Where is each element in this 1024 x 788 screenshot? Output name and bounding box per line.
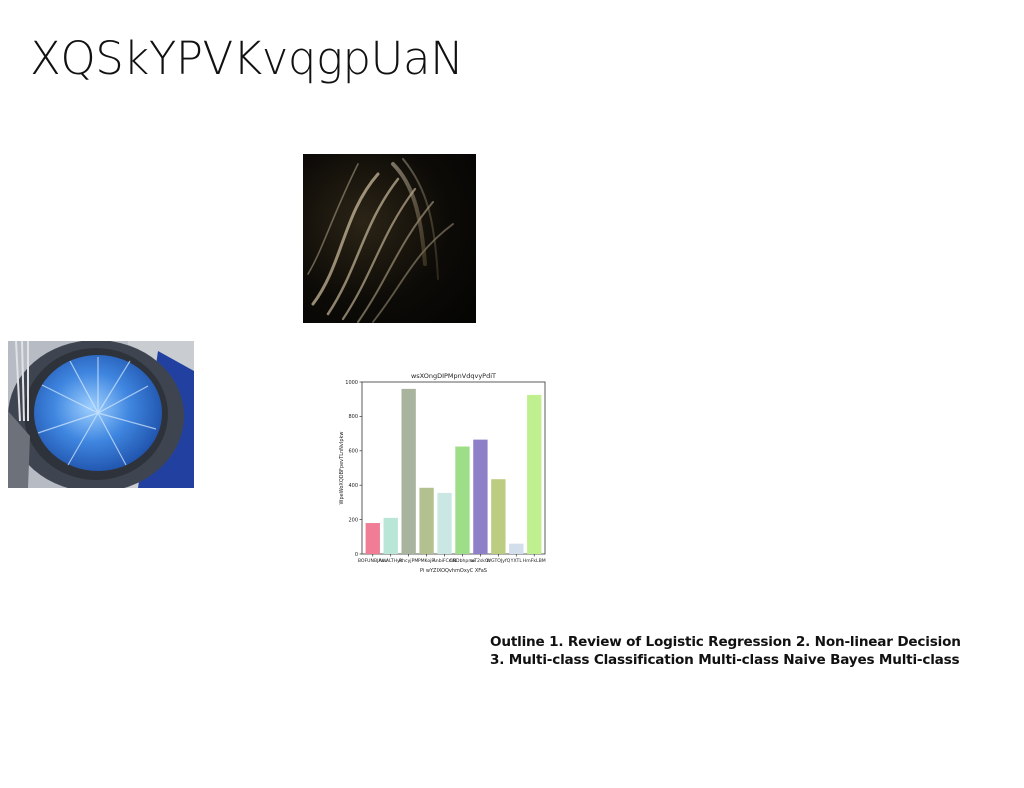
bar-WGTOJyf [491, 479, 506, 554]
x-tick-label: PMKojFl [418, 558, 436, 564]
y-tick-label: 200 [348, 517, 358, 523]
x-tick-label: BOFUNBJAaU [358, 558, 388, 564]
x-tick-label: RhcyjPM [399, 558, 418, 564]
bar-chart: 0 200 400 600 800 1000 BOFUNBJAaUIVaALTHykRhc… [339, 372, 546, 574]
x-tick-label: wT2skOr [470, 558, 490, 564]
y-tick-label: 600 [348, 449, 358, 455]
x-tick-label: HmFkLBM [523, 558, 546, 564]
bar-HmFkLBM [527, 394, 542, 554]
bar-AnbiFCmR [437, 492, 452, 554]
bar-BOFUNB [365, 523, 380, 554]
bar-CNDbhpmx [455, 446, 470, 554]
y-tick-label: 400 [348, 483, 358, 489]
x-tick-label: AnbiFCmR [433, 558, 458, 564]
abstract-swirl-image [303, 154, 476, 323]
bar-PMKojF [419, 487, 434, 554]
x-tick-label: WGTOJyfQ [487, 558, 511, 564]
x-tick-label: YXTL [510, 558, 523, 564]
bar-IVaALTH [383, 517, 398, 554]
y-axis-label: WpeWoXQDBFpevTLnNvIpkw [339, 432, 345, 505]
y-tick-label: 1000 [345, 380, 358, 386]
chart-title: wsXOngDIPMpnVdqvyPdiT [411, 372, 496, 380]
outline-text: Outline 1. Review of Logistic Regression… [490, 633, 1020, 669]
outline-line-1: Outline 1. Review of Logistic Regression… [490, 634, 961, 650]
bar-Rhcyj [401, 388, 416, 554]
x-tick-label: CNDbhpmx [449, 558, 475, 564]
x-axis-label: Pi wYZIXOQvhmOxyC XFaS [420, 568, 487, 574]
y-tick-label: 800 [348, 414, 358, 420]
outline-line-2: 3. Multi-class Classification Multi-clas… [490, 652, 960, 668]
blue-pie-image [8, 341, 194, 488]
y-tick-label: 0 [355, 552, 358, 558]
bar-YXTL [509, 543, 524, 554]
slide-title: XQSkYPVKvqgpUaN [30, 32, 464, 85]
x-tick-label: IVaALTHyk [379, 558, 403, 564]
bar-wT2sk [473, 439, 488, 554]
